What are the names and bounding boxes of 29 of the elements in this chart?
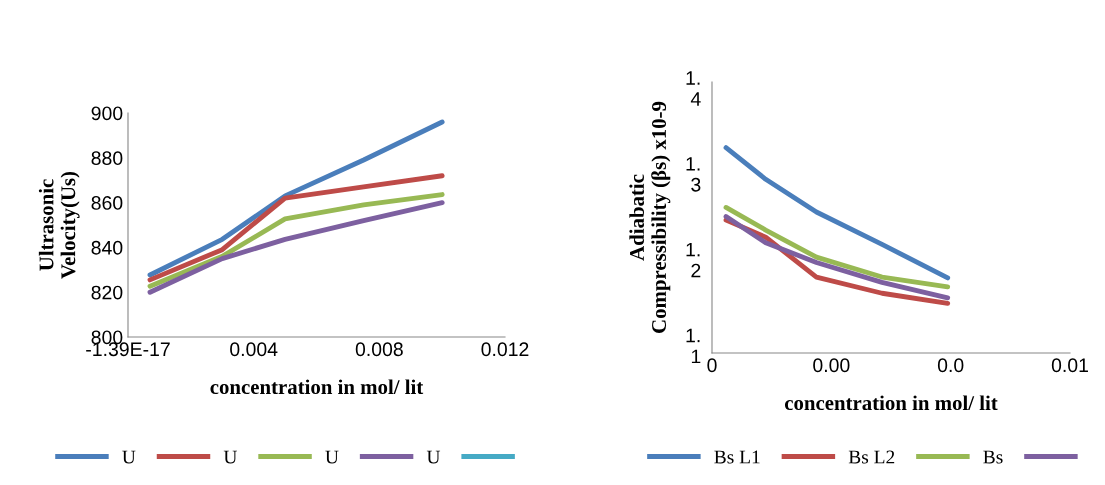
y-tick-label: 840 [91,240,123,255]
x-tick-label: 0 [707,358,717,373]
legend-label: Bs L1 [714,450,760,464]
x-tick-label: 0.01 [1051,358,1088,373]
y-axis-title: Ultrasonic Velocity(Us) [38,171,80,279]
text: 1. 4 [686,71,701,106]
x-tick-label: 0.0 [937,358,964,373]
legend-label: U [325,450,339,464]
legend-label: U [426,450,441,464]
y-tick-label: 880 [91,151,123,166]
x-tick-label: 0.008 [355,342,403,357]
y-tick-label: 820 [91,285,123,300]
x-tick-label: 0.012 [481,342,529,357]
line-series [147,119,445,278]
x-tick-label: 0.00 [813,358,850,373]
text: 1. 2 [686,242,701,278]
line-series [147,173,445,283]
legend-label: U [223,450,237,464]
x-axis-title: concentration in mol/ lit [210,379,424,395]
legend-label: Bs [983,450,1003,464]
text: 1. 3 [686,157,701,192]
x-tick-label: 0.004 [230,342,278,357]
y-axis-title: Adiabatic Compressibility (βs) x10-9 [629,101,671,333]
y-tick-label: 860 [91,196,123,210]
legend-label: Bs L2 [848,450,895,464]
y-tick-label: 900 [91,106,123,121]
text: 1. 1 [686,328,701,364]
x-axis-title: concentration in mol/ lit [784,395,998,411]
legend-label: U [122,450,136,464]
